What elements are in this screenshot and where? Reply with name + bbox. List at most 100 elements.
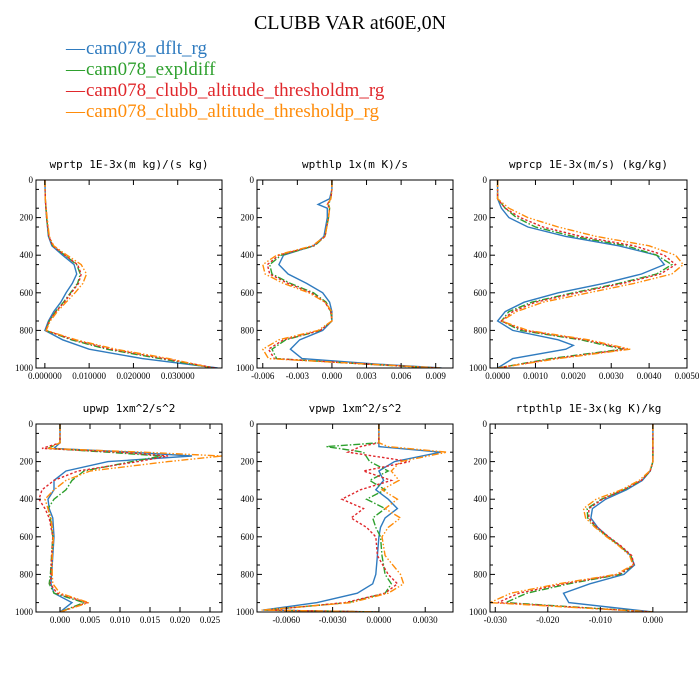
series-line-0 bbox=[496, 180, 666, 368]
series-line-2 bbox=[267, 424, 410, 612]
y-tick-label: 200 bbox=[20, 457, 34, 467]
y-tick-label: 400 bbox=[20, 494, 34, 504]
y-tick-label: 600 bbox=[241, 288, 255, 298]
y-tick-label: 600 bbox=[20, 532, 34, 542]
panel-title: wpthlp 1x(m K)/s bbox=[302, 158, 408, 171]
x-tick-label: -0.020 bbox=[536, 615, 560, 625]
x-tick-label: -0.006 bbox=[251, 371, 275, 381]
x-tick-label: 0.000 bbox=[50, 615, 71, 625]
x-tick-label: 0.0030 bbox=[413, 615, 438, 625]
x-tick-label: 0.020000 bbox=[117, 371, 151, 381]
x-tick-label: -0.0060 bbox=[272, 615, 300, 625]
legend-item-thresholdp: cam078_clubb_altitude_thresholdp_rg bbox=[66, 101, 384, 122]
x-tick-label: 0.0050 bbox=[675, 371, 700, 381]
y-tick-label: 1000 bbox=[15, 363, 34, 373]
y-tick-label: 1000 bbox=[236, 363, 255, 373]
y-tick-label: 800 bbox=[20, 325, 34, 335]
y-tick-label: 0 bbox=[250, 419, 255, 429]
x-tick-label: 0.000 bbox=[322, 371, 343, 381]
legend-label: cam078_dflt_rg bbox=[86, 38, 208, 59]
y-tick-label: 0 bbox=[29, 175, 34, 185]
series-line-0 bbox=[263, 424, 441, 612]
panel-5: rtpthlp 1E-3x(kg K)/kg02004006008001000-… bbox=[469, 402, 688, 625]
x-tick-label: -0.030 bbox=[484, 615, 508, 625]
y-tick-label: 400 bbox=[20, 250, 34, 260]
panel-title: rtpthlp 1E-3x(kg K)/kg bbox=[516, 402, 662, 415]
y-tick-label: 1000 bbox=[236, 607, 255, 617]
legend-label: cam078_clubb_altitude_thresholdm_rg bbox=[86, 80, 385, 101]
x-tick-label: -0.003 bbox=[286, 371, 310, 381]
x-tick-label: 0.003 bbox=[356, 371, 377, 381]
x-tick-label: 0.000 bbox=[643, 615, 664, 625]
series-line-3 bbox=[44, 180, 213, 368]
series-line-1 bbox=[264, 424, 393, 612]
legend: cam078_dflt_rg cam078_expldiff cam078_cl… bbox=[66, 38, 384, 122]
series-line-3 bbox=[44, 424, 222, 612]
chart-title: CLUBB VAR at60E,0N bbox=[253, 12, 447, 34]
y-tick-label: 400 bbox=[241, 494, 255, 504]
plot-frame bbox=[489, 179, 688, 369]
panel-title: upwp 1xm^2/s^2 bbox=[83, 402, 176, 415]
series-line-0 bbox=[47, 424, 193, 612]
x-tick-label: 0.025 bbox=[200, 615, 221, 625]
panel-title: wprcp 1E-3x(m/s) (kg/kg) bbox=[509, 158, 668, 171]
series-line-1 bbox=[268, 180, 436, 368]
y-tick-label: 600 bbox=[474, 288, 488, 298]
y-tick-label: 600 bbox=[20, 288, 34, 298]
panel-title: vpwp 1xm^2/s^2 bbox=[309, 402, 402, 415]
y-tick-label: 800 bbox=[241, 569, 255, 579]
y-tick-label: 200 bbox=[241, 457, 255, 467]
y-tick-label: 200 bbox=[474, 457, 488, 467]
y-tick-label: 600 bbox=[474, 532, 488, 542]
y-tick-label: 0 bbox=[483, 419, 488, 429]
x-tick-label: 0.0000 bbox=[367, 615, 392, 625]
x-tick-label: -0.010 bbox=[589, 615, 613, 625]
y-tick-label: 400 bbox=[474, 250, 488, 260]
y-tick-label: 800 bbox=[474, 325, 488, 335]
series-line-3 bbox=[261, 180, 441, 368]
y-tick-label: 800 bbox=[20, 569, 34, 579]
y-tick-label: 0 bbox=[483, 175, 488, 185]
x-tick-label: 0.0030 bbox=[599, 371, 624, 381]
series-line-2 bbox=[496, 180, 677, 368]
plot-frame bbox=[35, 179, 223, 369]
x-tick-label: 0.020 bbox=[170, 615, 191, 625]
y-tick-label: 0 bbox=[29, 419, 34, 429]
panel-4: vpwp 1xm^2/s^2 0 200 400 600 800 1000 -0.0060 -0… bbox=[236, 402, 454, 625]
x-tick-label: 0.015 bbox=[140, 615, 161, 625]
series-line-0 bbox=[278, 180, 442, 368]
series-line-2 bbox=[497, 424, 654, 612]
x-tick-label: -0.0030 bbox=[319, 615, 347, 625]
plot-frame bbox=[35, 423, 223, 613]
y-tick-label: 400 bbox=[241, 250, 255, 260]
y-tick-label: 800 bbox=[474, 569, 488, 579]
plot-frame bbox=[256, 179, 454, 369]
plot-frame bbox=[489, 423, 688, 613]
x-tick-label: 0.0010 bbox=[523, 371, 548, 381]
series-line-2 bbox=[44, 180, 216, 368]
x-tick-label: 0.010000 bbox=[72, 371, 106, 381]
x-tick-label: 0.006 bbox=[391, 371, 412, 381]
y-tick-label: 200 bbox=[241, 213, 255, 223]
series-line-1 bbox=[505, 424, 654, 612]
legend-item-expldiff: cam078_expldiff bbox=[66, 59, 384, 80]
x-tick-label: 0.0020 bbox=[561, 371, 586, 381]
panel-3: upwp 1xm^2/s^2 0 200 400 600 800 1000 0.000 0.00… bbox=[15, 402, 223, 625]
legend-item-dflt: cam078_dflt_rg bbox=[66, 38, 384, 59]
series-line-3 bbox=[496, 180, 685, 368]
y-tick-label: 200 bbox=[474, 213, 488, 223]
legend-item-thresholdm: cam078_clubb_altitude_thresholdm_rg bbox=[66, 80, 384, 101]
x-tick-label: 0.030000 bbox=[161, 371, 195, 381]
x-tick-label: 0.005 bbox=[80, 615, 101, 625]
series-line-1 bbox=[44, 180, 214, 368]
y-tick-label: 800 bbox=[241, 325, 255, 335]
x-tick-label: 0.010 bbox=[110, 615, 131, 625]
x-tick-label: 0.0040 bbox=[637, 371, 662, 381]
legend-label: cam078_expldiff bbox=[86, 59, 216, 80]
panel-1: wpthlp 1x(m K)/s 0 200 400 600 800 1000-0.006 -… bbox=[236, 158, 454, 381]
y-tick-label: 1000 bbox=[469, 607, 488, 617]
x-tick-label: 0.0000 bbox=[485, 371, 510, 381]
y-tick-label: 200 bbox=[20, 213, 34, 223]
series-line-3 bbox=[261, 424, 447, 612]
